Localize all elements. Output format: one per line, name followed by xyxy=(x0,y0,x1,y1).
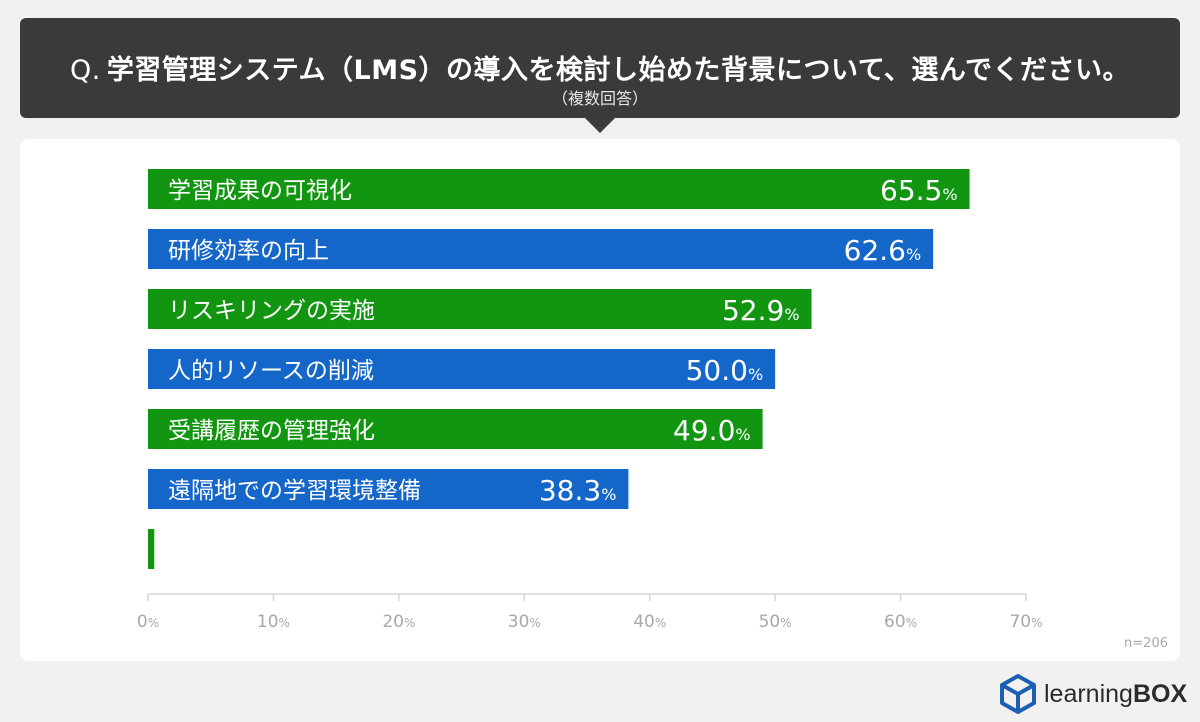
x-tick-label: 20% xyxy=(382,612,415,632)
bar-value-label: 65.5% xyxy=(880,174,958,207)
bar-category-label: 研修効率の向上 xyxy=(168,238,329,264)
bar-category-label: 学習成果の可視化 xyxy=(168,178,352,204)
bar-chart: 0% 10% 20% 30% 40% 50% 60% 70% 学習成果の可視化 65.5% 研修効率… xyxy=(137,169,1043,632)
logo-text-bold: BOX xyxy=(1132,679,1188,708)
cube-logo-icon xyxy=(1000,674,1036,714)
bar-category-label: リスキリングの実施 xyxy=(168,298,375,324)
question-note: （複数回答） xyxy=(551,89,648,108)
bar-category-label: 遠隔地での学習環境整備 xyxy=(168,478,421,504)
x-tick-label: 40% xyxy=(633,612,666,632)
x-tick-label: 60% xyxy=(884,612,917,632)
question-text: 学習管理システム（LMS）の導入を検討し始めた背景について、選んでください。 xyxy=(106,55,1131,86)
question-title: Q. 学習管理システム（LMS）の導入を検討し始めた背景について、選んでください。 xyxy=(20,48,1180,87)
x-tick-label: 50% xyxy=(759,612,792,632)
bar-value-label: 49.0% xyxy=(673,414,751,447)
x-tick-label: 30% xyxy=(508,612,541,632)
bar-value-label: 0.5% xyxy=(253,534,313,567)
x-tick-label: 0% xyxy=(137,612,159,632)
question-banner: Q. 学習管理システム（LMS）の導入を検討し始めた背景について、選んでください。… xyxy=(20,18,1180,118)
bar-value-label: 50.0% xyxy=(686,354,764,387)
logo-text-light: learning xyxy=(1044,679,1133,708)
bar xyxy=(148,169,970,209)
bar xyxy=(148,529,155,569)
x-tick-label: 70% xyxy=(1009,612,1042,632)
bar xyxy=(148,229,934,269)
bar-category-label: その他 xyxy=(168,538,237,564)
bar-value-label: 62.6% xyxy=(844,234,922,267)
bar xyxy=(148,409,763,449)
bar xyxy=(148,349,776,389)
bar xyxy=(148,289,812,329)
question-prefix: Q. xyxy=(69,55,101,86)
bar-value-label: 38.3% xyxy=(539,474,617,507)
learningbox-logo: learningBOX xyxy=(1000,672,1187,716)
sample-size: n=206 xyxy=(1124,636,1168,651)
logo-wordmark: learningBOX xyxy=(1044,680,1187,709)
bar-value-label: 52.9% xyxy=(722,294,800,327)
x-tick-label: 10% xyxy=(257,612,290,632)
bar xyxy=(148,469,629,509)
banner-pointer xyxy=(584,117,616,133)
chart-card: 0% 10% 20% 30% 40% 50% 60% 70% 学習成果の可視化 65.5% 研修効率… xyxy=(20,139,1180,661)
bar-category-label: 人的リソースの削減 xyxy=(168,358,374,384)
bar-category-label: 受講履歴の管理強化 xyxy=(168,418,375,444)
